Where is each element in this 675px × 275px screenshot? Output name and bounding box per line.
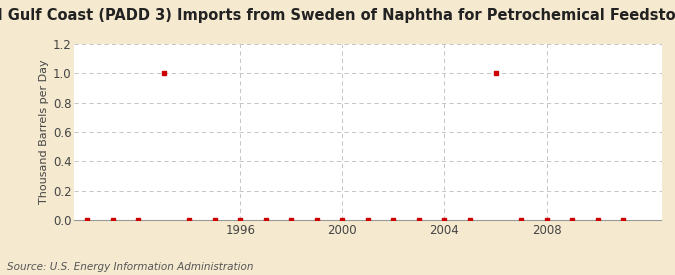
Text: Source: U.S. Energy Information Administration: Source: U.S. Energy Information Administ…: [7, 262, 253, 272]
Y-axis label: Thousand Barrels per Day: Thousand Barrels per Day: [38, 60, 49, 204]
Text: Annual Gulf Coast (PADD 3) Imports from Sweden of Naphtha for Petrochemical Feed: Annual Gulf Coast (PADD 3) Imports from …: [0, 8, 675, 23]
